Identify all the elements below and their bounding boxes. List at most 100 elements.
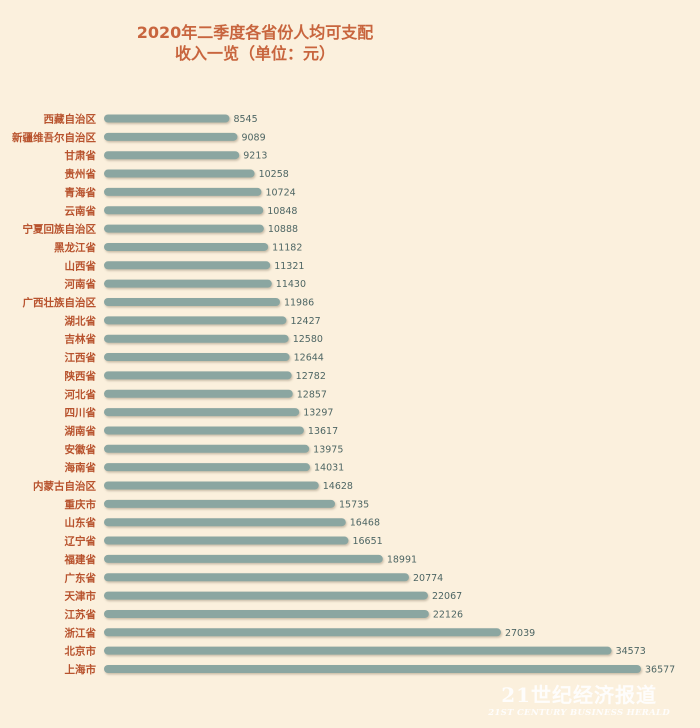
category-label: 上海市 [65, 663, 97, 676]
category-label: 青海省 [65, 186, 97, 199]
category-label: 陕西省 [65, 369, 97, 382]
bar [104, 463, 310, 472]
bar [104, 187, 262, 196]
value-label: 9213 [243, 151, 267, 162]
category-label: 河北省 [65, 388, 97, 401]
bar [104, 279, 272, 288]
category-label: 黑龙江省 [54, 241, 96, 254]
bar [104, 132, 238, 141]
category-label: 甘肃省 [65, 149, 97, 162]
category-label: 浙江省 [65, 626, 97, 639]
category-label: 湖北省 [65, 314, 97, 327]
bar [104, 665, 641, 673]
bar [104, 536, 349, 545]
bar [104, 389, 293, 398]
bar [104, 499, 336, 508]
value-label: 11321 [274, 261, 304, 272]
category-label: 贵州省 [65, 168, 97, 181]
value-label: 12857 [297, 389, 327, 400]
bar [104, 444, 310, 453]
value-label: 36577 [645, 665, 675, 676]
category-label: 西藏自治区 [44, 113, 97, 126]
value-label: 20774 [413, 573, 443, 584]
value-label: 12644 [294, 353, 324, 364]
value-label: 12782 [296, 371, 326, 382]
bar [104, 481, 319, 490]
category-label: 福建省 [64, 553, 97, 566]
value-label: 22067 [432, 591, 462, 602]
category-label: 安徽省 [65, 443, 97, 456]
bar [104, 628, 501, 637]
bar [104, 261, 271, 270]
category-label: 重庆市 [65, 498, 97, 511]
watermark-main: 21世纪经济报道 [501, 683, 658, 707]
category-label: 宁夏回族自治区 [23, 223, 97, 236]
value-label: 12427 [290, 316, 320, 327]
bar [104, 591, 428, 600]
category-label: 江苏省 [65, 608, 97, 621]
category-label: 四川省 [65, 406, 97, 419]
value-label: 15735 [339, 499, 369, 510]
category-label: 江西省 [65, 351, 97, 364]
bar [104, 646, 612, 655]
category-label: 辽宁省 [65, 535, 97, 548]
category-label: 新疆维吾尔自治区 [12, 131, 96, 144]
bar [104, 353, 290, 362]
category-label: 广西壮族自治区 [23, 296, 97, 309]
value-label: 14628 [323, 481, 353, 492]
value-label: 18991 [387, 554, 417, 565]
bar [104, 426, 304, 435]
category-label: 湖南省 [65, 424, 97, 437]
value-label: 10258 [259, 169, 289, 180]
value-label: 11182 [272, 242, 302, 253]
bar [104, 169, 255, 178]
value-label: 9089 [241, 132, 265, 143]
bar [104, 151, 240, 160]
value-label: 10724 [265, 187, 295, 198]
bar [104, 316, 287, 325]
category-label: 吉林省 [65, 333, 97, 346]
value-label: 16468 [350, 518, 380, 529]
value-label: 34573 [616, 646, 646, 657]
bar [104, 573, 409, 582]
value-label: 10848 [267, 206, 297, 217]
bar [104, 408, 300, 417]
category-label: 广东省 [65, 571, 97, 584]
category-label: 河南省 [65, 278, 97, 291]
category-label: 天津市 [65, 590, 97, 603]
value-label: 11430 [276, 279, 306, 290]
bar [104, 114, 230, 123]
bar [104, 224, 264, 233]
bar [104, 371, 292, 380]
value-label: 27039 [505, 628, 535, 639]
chart-title: 2020年二季度各省份人均可支配 收入一览（单位：元） [0, 22, 510, 64]
category-label: 北京市 [65, 645, 97, 658]
value-label: 16651 [352, 536, 382, 547]
value-label: 11986 [284, 298, 314, 309]
bar [104, 609, 429, 618]
value-label: 12580 [293, 334, 323, 345]
chart-title-line-2: 收入一览（单位：元） [174, 44, 335, 63]
bar [104, 298, 280, 306]
value-label: 8545 [233, 114, 257, 125]
category-label: 云南省 [65, 204, 97, 217]
category-label: 海南省 [65, 461, 97, 474]
value-label: 10888 [268, 224, 298, 235]
value-label: 13975 [313, 444, 343, 455]
value-label: 14031 [314, 463, 344, 474]
category-label: 山西省 [65, 259, 97, 272]
value-label: 13617 [308, 426, 338, 437]
bar [104, 334, 289, 343]
bar [104, 242, 269, 251]
watermark-sub: 21ST CENTURY BUSINESS HERALD [488, 708, 670, 718]
bar [104, 518, 346, 527]
category-label: 内蒙古自治区 [33, 480, 96, 493]
bar [104, 206, 264, 215]
value-label: 22126 [433, 609, 463, 620]
value-label: 13297 [303, 408, 333, 419]
bar [104, 554, 383, 563]
category-label: 山东省 [65, 516, 97, 529]
chart-title-line-1: 2020年二季度各省份人均可支配 [136, 23, 374, 42]
publisher-watermark: 21世纪经济报道 21ST CENTURY BUSINESS HERALD [488, 679, 670, 718]
